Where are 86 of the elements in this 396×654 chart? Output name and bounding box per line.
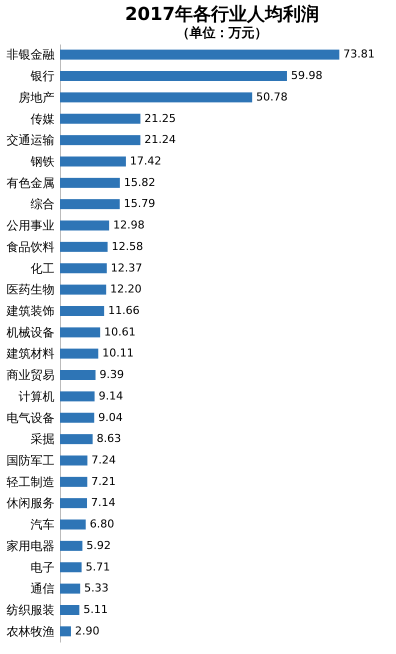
data-label: 15.79	[124, 197, 156, 210]
bar	[60, 306, 104, 316]
data-label: 9.04	[98, 410, 123, 424]
data-label: 5.33	[84, 582, 109, 595]
bar	[60, 50, 340, 60]
y-tick-label: 建筑装饰	[6, 304, 54, 318]
chart-subtitle: （单位：万元）	[176, 25, 268, 41]
bar	[60, 584, 80, 594]
bar	[60, 199, 120, 210]
y-tick-label: 化工	[30, 261, 54, 276]
y-tick-label: 非银金融	[6, 48, 54, 62]
bar	[60, 92, 252, 102]
y-tick-label: 通信	[30, 582, 54, 596]
chart-title: 2017年各行业人均利润	[124, 4, 320, 25]
y-tick-label: 电子	[30, 560, 54, 574]
data-label: 50.78	[256, 90, 288, 104]
y-tick-label: 国防军工	[6, 453, 54, 468]
y-tick-label: 银行	[30, 69, 54, 84]
bar	[60, 135, 140, 146]
bar	[60, 370, 96, 380]
y-tick-label: 建筑材料	[6, 346, 54, 361]
data-label: 6.80	[90, 518, 114, 531]
y-tick-label: 电气设备	[6, 410, 54, 425]
data-label: 10.11	[102, 346, 134, 360]
bar	[60, 412, 94, 423]
bar	[60, 156, 126, 166]
data-label: 9.14	[98, 389, 124, 402]
y-tick-label: 家用电器	[6, 538, 54, 553]
data-label: 12.20	[110, 282, 142, 296]
bar	[60, 434, 93, 444]
bar	[60, 220, 110, 231]
data-label: 7.21	[91, 474, 116, 488]
bar	[60, 540, 82, 551]
y-tick-label: 传媒	[30, 112, 54, 126]
data-label: 12.58	[112, 240, 144, 253]
data-label: 73.81	[343, 48, 375, 61]
data-label: 11.66	[108, 304, 140, 317]
bar	[60, 455, 88, 466]
data-label: 5.71	[86, 560, 110, 574]
bar	[60, 178, 120, 188]
data-label: 7.14	[91, 496, 116, 510]
bar	[60, 562, 82, 572]
y-tick-label: 房地产	[18, 90, 54, 104]
data-label: 59.98	[290, 69, 322, 82]
data-label: 7.24	[91, 453, 116, 466]
data-label: 21.24	[144, 133, 176, 146]
bar	[60, 71, 287, 82]
y-tick-label: 休闲服务	[6, 496, 54, 510]
bar	[60, 348, 98, 359]
y-tick-label: 交通运输	[6, 133, 54, 148]
bar	[60, 284, 106, 295]
y-tick-label: 轻工制造	[6, 474, 54, 489]
data-label: 21.25	[144, 112, 176, 125]
bar	[60, 114, 140, 124]
data-label: 12.98	[113, 218, 145, 232]
bar	[60, 520, 86, 530]
y-tick-label: 有色金属	[6, 176, 54, 190]
data-label: 5.11	[83, 602, 108, 616]
y-tick-label: 机械设备	[6, 325, 54, 340]
y-tick-label: 综合	[30, 197, 54, 212]
y-tick-label: 汽车	[30, 518, 54, 532]
bar	[60, 626, 71, 636]
data-label: 10.61	[104, 325, 136, 338]
bar	[60, 476, 88, 487]
y-tick-label: 医药生物	[6, 282, 54, 297]
data-label: 17.42	[130, 154, 162, 168]
y-tick-label: 公用事业	[6, 218, 54, 233]
bar	[60, 263, 107, 274]
data-label: 2.90	[74, 624, 100, 638]
data-label: 12.37	[110, 261, 142, 274]
bar	[60, 327, 100, 338]
data-label: 15.82	[124, 176, 156, 189]
bar	[60, 391, 95, 402]
y-tick-label: 商业贸易	[6, 368, 54, 382]
y-tick-label: 农林牧渔	[6, 624, 54, 638]
data-label: 8.63	[96, 432, 122, 446]
y-tick-label: 食品饮料	[6, 240, 54, 254]
bar	[60, 604, 80, 615]
y-tick-label: 纺织服装	[6, 602, 54, 617]
y-tick-label: 钢铁	[30, 154, 54, 168]
data-label: 5.92	[86, 538, 111, 552]
y-tick-label: 计算机	[18, 389, 54, 404]
bar	[60, 498, 88, 508]
data-label: 9.39	[100, 368, 124, 382]
y-tick-label: 采掘	[30, 432, 54, 446]
bar	[60, 242, 108, 252]
